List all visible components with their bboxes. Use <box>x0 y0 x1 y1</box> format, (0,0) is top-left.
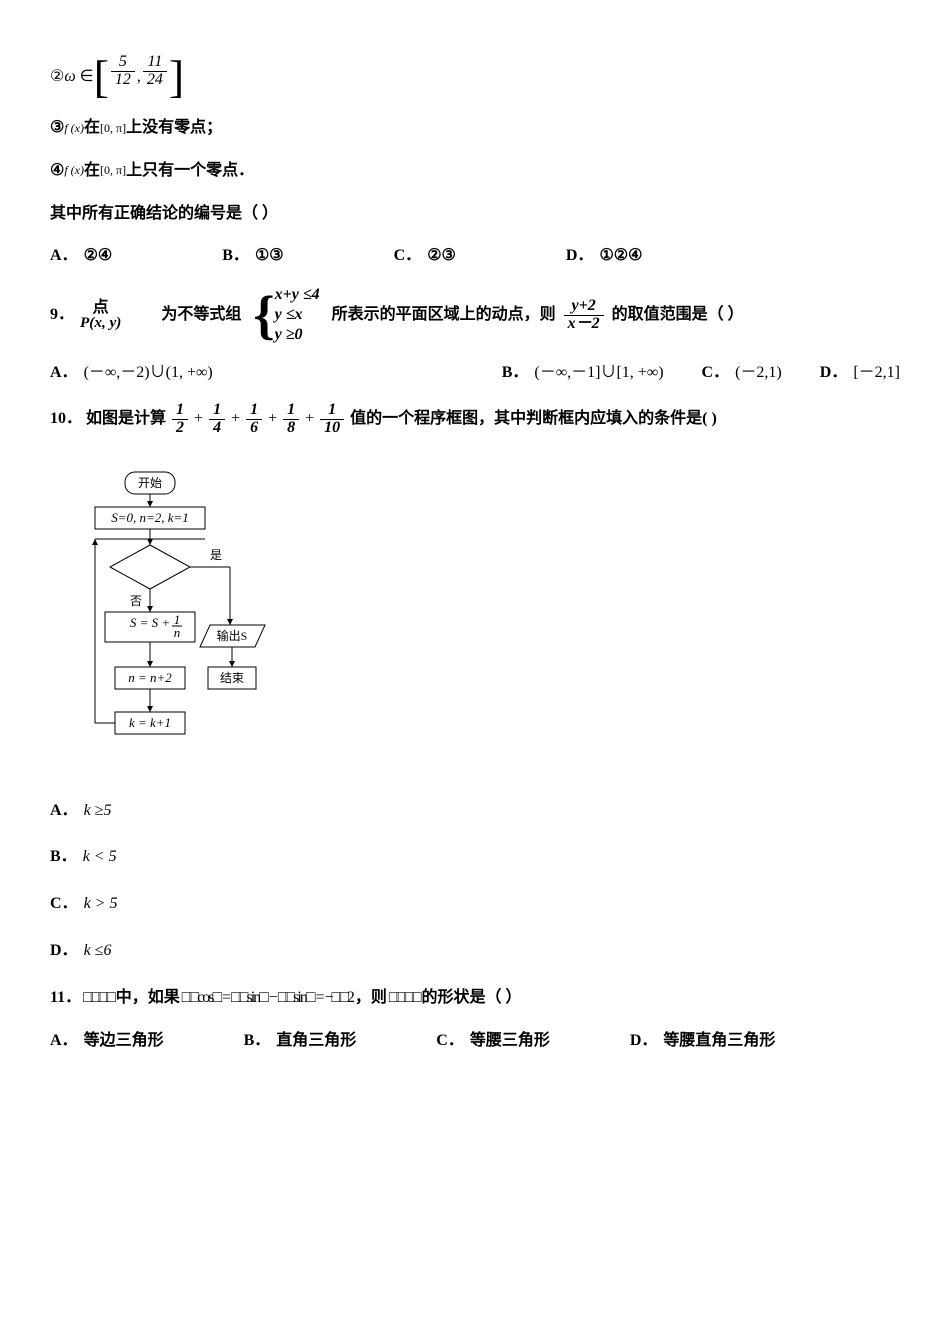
q9-text3: 所表示的平面区域上的动点，则 <box>332 301 556 330</box>
q11-text2: ，则 <box>355 984 387 1013</box>
q11-opt-c: C．等腰三角形 <box>436 1027 550 1056</box>
statement-4: ④ f (x) 在 [0, π] 上只有一个零点． <box>50 157 900 186</box>
conclusion-prompt: 其中所有正确结论的编号是（ ） <box>50 200 900 229</box>
question-10: 10． 如图是计算 12 + 14 + 16 + 18 + 110 值的一个程序… <box>50 402 900 437</box>
svg-text:结束: 结束 <box>220 671 244 685</box>
question-9: 9． 点 P(x, y) 为不等式组 { x+y ≤4 y ≤x y ≥0 所表… <box>50 285 900 345</box>
q11-placeholder-2: □□□□ <box>389 984 420 1013</box>
tail-4: 上只有一个零点． <box>126 157 254 186</box>
svg-text:开始: 开始 <box>138 476 162 490</box>
q10-flowchart: 开始 S=0, n=2, k=1 是 否 S = S + 1 n 输出S 结束 … <box>80 467 900 777</box>
q9-point-stack: 点 P(x, y) <box>80 299 121 332</box>
tail-3: 上没有零点； <box>126 114 222 143</box>
circled-4: ④ <box>50 157 64 186</box>
q11-number: 11． <box>50 984 81 1013</box>
opt-a: A．②④ <box>50 242 112 271</box>
statement-2: ② ω ∈ [ 5 12 , 11 24 ] <box>50 54 900 100</box>
q11-expr: □□cos□ = □□sin□ − □□sin□ = −□□2 <box>182 984 353 1013</box>
circled-2: ② <box>50 63 64 92</box>
flowchart-svg: 开始 S=0, n=2, k=1 是 否 S = S + 1 n 输出S 结束 … <box>80 467 310 777</box>
q11-text3: 的形状是（ ） <box>422 984 522 1013</box>
svg-text:k = k+1: k = k+1 <box>129 715 171 730</box>
statement-3: ③ f (x) 在 [0, π] 上没有零点； <box>50 114 900 143</box>
svg-text:是: 是 <box>210 548 222 562</box>
q9-text4: 的取值范围是（ ） <box>612 301 744 330</box>
q11-text1: 中，如果 <box>116 984 180 1013</box>
svg-text:否: 否 <box>130 594 142 608</box>
at-3: 在 <box>84 114 100 143</box>
q9-number: 9． <box>50 301 74 330</box>
q10-number: 10． <box>50 405 82 434</box>
opt-d: D．①②④ <box>566 242 643 271</box>
q10-opt-c: C．k > 5 <box>50 890 900 919</box>
q9-opt-b: B．(－∞,－1]∪[1, +∞) <box>502 359 664 388</box>
q9-options: A．(－∞,－2)∪(1, +∞) B．(－∞,－1]∪[1, +∞) C．(－… <box>50 359 900 388</box>
opt-c: C．②③ <box>394 242 456 271</box>
q11-opt-b: B．直角三角形 <box>244 1027 357 1056</box>
at-4: 在 <box>84 157 100 186</box>
opt-b: B．①③ <box>222 242 283 271</box>
circled-3: ③ <box>50 114 64 143</box>
q11-options: A．等边三角形 B．直角三角形 C．等腰三角形 D．等腰直角三角形 <box>50 1027 900 1056</box>
svg-text:n: n <box>174 625 181 640</box>
q11-placeholder-1: □□□□ <box>83 984 114 1013</box>
fn-4: f (x) <box>64 160 84 182</box>
closed-interval: [ 5 12 , 11 24 ] <box>94 54 185 100</box>
q10-text1: 如图是计算 <box>86 405 166 434</box>
q10-opt-d: D．k ≤6 <box>50 937 900 966</box>
question-11: 11． □□□□ 中，如果 □□cos□ = □□sin□ − □□sin□ =… <box>50 984 900 1013</box>
q10-opt-a: A．k ≥5 <box>50 797 900 826</box>
svg-text:n = n+2: n = n+2 <box>128 670 172 685</box>
q9-text2: 为不等式组 <box>161 301 241 330</box>
svg-text:输出S: 输出S <box>217 628 248 643</box>
q11-opt-a: A．等边三角形 <box>50 1027 164 1056</box>
conclusion-options: A．②④ B．①③ C．②③ D．①②④ <box>50 242 900 271</box>
q11-opt-d: D．等腰直角三角形 <box>630 1027 776 1056</box>
fn-3: f (x) <box>64 118 84 140</box>
q10-text2: 值的一个程序框图，其中判断框内应填入的条件是( ) <box>350 405 717 434</box>
svg-text:S = S +: S = S + <box>130 615 170 630</box>
svg-text:S=0, n=2, k=1: S=0, n=2, k=1 <box>111 510 189 525</box>
q9-fraction: y+2 x－2 <box>564 298 604 333</box>
interval-4: [0, π] <box>100 160 126 182</box>
omega-var: ω ∈ <box>64 63 93 92</box>
q9-opt-a: A．(－∞,－2)∪(1, +∞) <box>50 359 213 388</box>
q9-opt-c: C．(－2,1) <box>702 359 782 388</box>
q9-system: { x+y ≤4 y ≤x y ≥0 <box>253 285 319 345</box>
interval-3: [0, π] <box>100 118 126 140</box>
q9-opt-d: D．[－2,1] <box>820 359 900 388</box>
q10-opt-b: B．k < 5 <box>50 843 900 872</box>
